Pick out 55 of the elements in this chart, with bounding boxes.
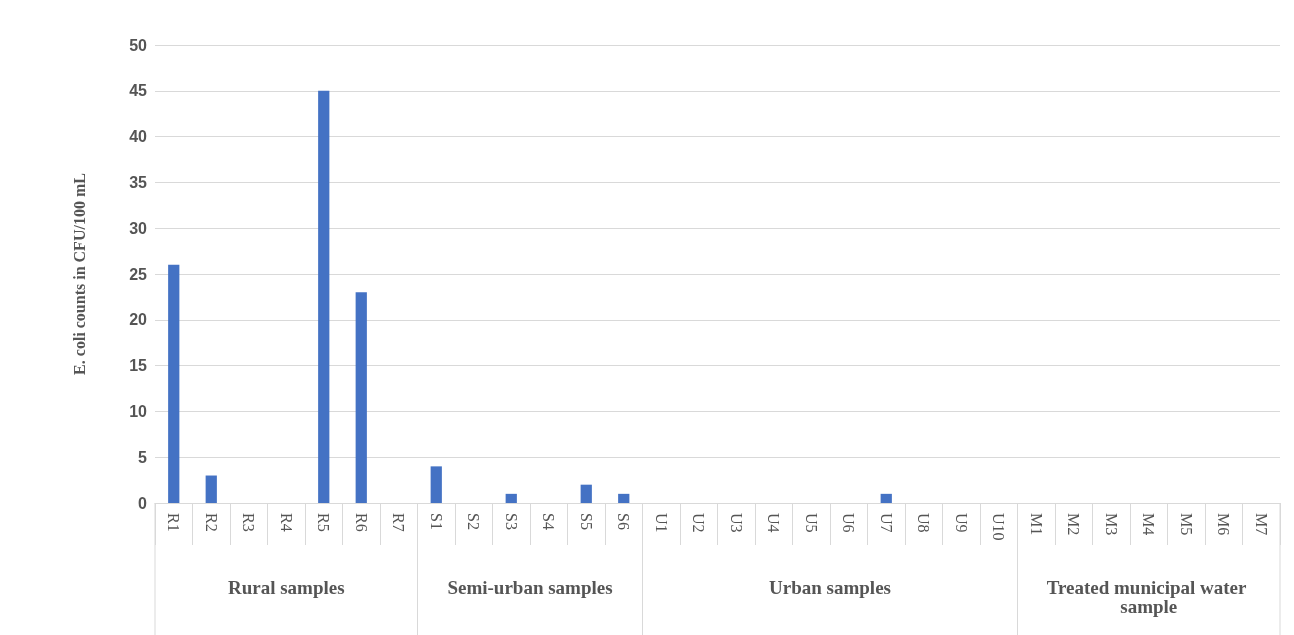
y-tick-label: 20 [129,311,148,329]
bar [505,493,517,503]
text: Treated municipal water sample [1046,577,1251,617]
x-tick-label: U8 [915,513,933,533]
x-tick-label: U7 [877,513,895,533]
y-tick-label: 35 [129,173,148,191]
bar [355,292,367,503]
bar [318,90,330,503]
y-tick-label: 25 [129,265,148,283]
x-tick-label: S1 [427,513,445,530]
text: Semi-urban samples [447,577,613,598]
x-tick-label: M6 [1215,513,1233,536]
x-tick-label: M4 [1140,513,1158,536]
x-tick-label: U3 [727,513,745,533]
bar [430,466,442,503]
x-tick-label: M5 [1177,513,1195,536]
bar [580,484,592,503]
text: Urban samples [769,577,891,598]
text: Rural samples [227,577,345,598]
bar [618,493,630,503]
x-tick-label: R4 [277,513,295,532]
bar [205,475,217,503]
y-tick-label: 5 [138,448,148,466]
x-tick-label: U4 [765,513,783,533]
x-tick-label: R5 [315,513,333,532]
x-tick-label: R6 [352,513,370,532]
x-tick-label: U9 [952,513,970,533]
x-tick-label: S3 [502,513,520,530]
x-tick-label: R2 [202,513,220,532]
y-tick-label: 10 [129,402,148,420]
x-tick-label: R7 [390,513,408,532]
y-axis-title: E. coli counts in CFU/100 mL [70,173,88,375]
y-tick-label: 0 [138,494,148,512]
x-tick-label: S6 [615,513,633,530]
x-tick-label: R1 [165,513,183,532]
x-tick-label: M3 [1102,513,1120,536]
x-tick-label: U6 [840,513,858,533]
y-tick-label: 30 [129,219,148,237]
bar [168,264,180,503]
x-tick-label: U5 [802,513,820,533]
x-tick-label: U2 [690,513,708,533]
x-tick-label: M2 [1065,513,1083,536]
x-tick-label: M7 [1252,513,1270,536]
y-tick-label: 45 [129,82,148,100]
y-tick-label: 50 [129,36,148,54]
y-tick-label: 15 [129,357,148,375]
x-tick-label: U10 [990,513,1008,541]
x-tick-label: R3 [240,513,258,532]
bar [880,493,892,503]
x-tick-label: S4 [540,513,558,530]
x-tick-label: M1 [1027,513,1045,536]
x-tick-label: S2 [465,513,483,530]
x-tick-label: S5 [577,513,595,530]
y-tick-label: 40 [129,128,148,146]
x-tick-label: U1 [652,513,670,533]
